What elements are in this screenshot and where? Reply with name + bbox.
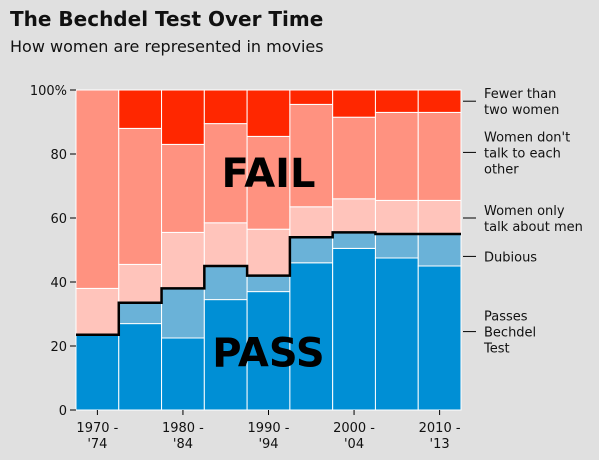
legend-label: two women xyxy=(484,103,559,118)
bar-segment xyxy=(374,199,419,235)
y-axis: 0 20 40 60 80 100% xyxy=(30,84,76,419)
bar-segment xyxy=(161,337,205,411)
bar-segment xyxy=(417,199,462,235)
bar-segment xyxy=(118,302,163,325)
bar-segment xyxy=(374,111,419,201)
legend-label: Dubious xyxy=(484,250,537,265)
bar-segment xyxy=(332,231,376,249)
bar-segment xyxy=(417,265,462,411)
bar-segment xyxy=(118,89,163,129)
x-tick-label: 1980 - xyxy=(162,421,204,436)
legend-label: Fewer than xyxy=(484,87,556,102)
x-tick-label: 2010 - xyxy=(419,421,461,436)
x-tick-label: 1970 - xyxy=(76,421,118,436)
bar-segment xyxy=(161,89,205,145)
bar-segment xyxy=(289,236,334,264)
y-tick-label: 40 xyxy=(50,276,67,291)
bar-segment xyxy=(332,116,376,200)
y-tick-label: 80 xyxy=(50,148,67,163)
legend-label: talk about men xyxy=(484,220,583,235)
annotation-label: FAIL xyxy=(221,151,315,197)
x-tick-label: '13 xyxy=(430,437,450,452)
x-tick-label: '74 xyxy=(87,437,107,452)
bar-segment xyxy=(75,334,120,411)
bar-segment xyxy=(417,89,462,113)
bar-segment xyxy=(246,275,291,293)
x-tick-label: 1990 - xyxy=(248,421,290,436)
y-tick-label: 100% xyxy=(30,84,67,99)
bar-segment xyxy=(75,287,120,336)
bar-segment xyxy=(203,89,248,125)
bar-segment xyxy=(118,127,163,265)
legend-label: Women don't xyxy=(484,130,570,145)
bar-segment xyxy=(203,299,248,411)
bar-segment xyxy=(332,198,376,233)
pass-line xyxy=(76,231,461,337)
bar-segment xyxy=(374,89,419,113)
bar-stack-area xyxy=(75,89,462,411)
chart-title: The Bechdel Test Over Time xyxy=(10,7,323,31)
y-tick-label: 0 xyxy=(59,404,67,419)
bar-segment xyxy=(417,111,462,201)
x-tick-label: '84 xyxy=(173,437,193,452)
bar-segment xyxy=(289,206,334,238)
bar-segment xyxy=(289,89,334,105)
bar-segment xyxy=(118,263,163,304)
bar-segment xyxy=(246,228,291,277)
annotation-label: PASS xyxy=(212,330,324,376)
legend-label: Bechdel xyxy=(484,326,536,341)
bar-segment xyxy=(161,231,205,289)
bar-segment xyxy=(332,247,376,411)
bar-segment xyxy=(374,233,419,259)
bar-segment xyxy=(161,143,205,233)
x-axis: 1970 -'74 1980 -'84 1990 -'94 2000 -'04 2010… xyxy=(76,410,461,452)
y-tick-label: 20 xyxy=(50,340,67,355)
bar-segment xyxy=(203,222,248,267)
bar-segment xyxy=(332,89,376,118)
legend-label: other xyxy=(484,162,519,177)
legend-label: Test xyxy=(483,342,510,357)
bar-segment xyxy=(75,89,120,289)
y-tick-label: 60 xyxy=(50,212,67,227)
legend-label: Women only xyxy=(484,204,565,219)
x-tick-label: 2000 - xyxy=(333,421,375,436)
bar-segment xyxy=(246,291,291,411)
chart-subtitle: How women are represented in movies xyxy=(10,37,324,56)
legend-label: talk to each xyxy=(484,146,561,161)
legend-label: Passes xyxy=(484,310,528,325)
annotations: FAIL PASS xyxy=(212,151,324,376)
bar-segment xyxy=(118,323,163,411)
bar-segment xyxy=(161,287,205,339)
bar-segment xyxy=(203,265,248,301)
bar-segment xyxy=(246,89,291,137)
bar-segment xyxy=(203,123,248,224)
pass-fail-line xyxy=(76,231,461,337)
x-tick-label: '94 xyxy=(258,437,278,452)
x-tick-label: '04 xyxy=(344,437,364,452)
bar-segment xyxy=(417,233,462,267)
bar-segment xyxy=(374,257,419,411)
